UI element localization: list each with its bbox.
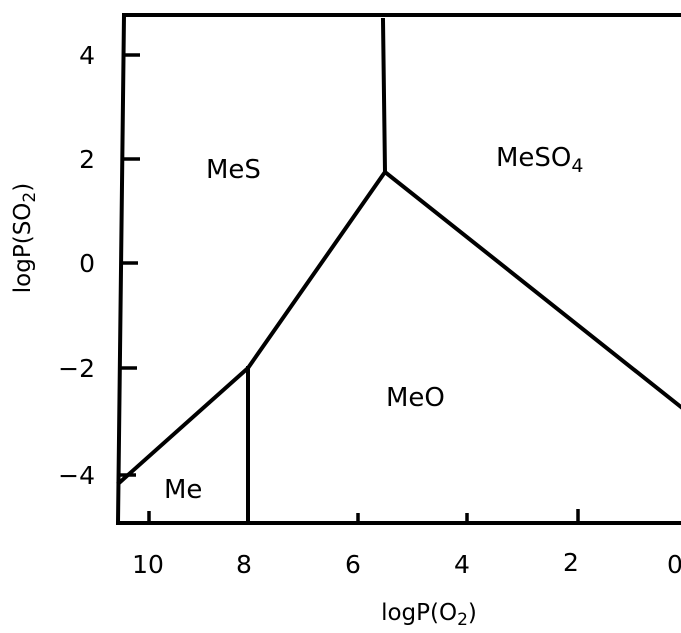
y-axis-title-sub: 2 <box>20 192 40 203</box>
region-label-meso4: MeSO4 <box>496 143 584 177</box>
x-tick-label-0: 0 <box>667 550 681 579</box>
y-tick-label-4: 4 <box>79 41 95 70</box>
x-axis-title-main: logP(O <box>381 600 457 626</box>
x-tick-label-6: 6 <box>345 550 361 579</box>
mes-meso4-boundary <box>380 17 388 175</box>
me-mes-meo-boundary <box>116 169 681 486</box>
region-label-meso4-sub: 4 <box>571 155 583 177</box>
y-tick-label-neg4: −4 <box>58 461 95 490</box>
x-axis-title-end: ) <box>468 600 477 626</box>
y-axis-title-main: logP(SO <box>10 203 36 294</box>
region-label-meso4-main: MeSO <box>496 143 571 173</box>
x-tick-label-10: 10 <box>132 550 164 579</box>
region-label-mes: MeS <box>206 155 261 185</box>
x-tick-label-8: 8 <box>236 550 252 579</box>
region-label-meo: MeO <box>386 383 445 413</box>
y-axis-title-end: ) <box>10 183 36 192</box>
x-axis-title-sub: 2 <box>457 610 468 630</box>
x-tick-label-4: 4 <box>454 550 470 579</box>
left-axis-line <box>115 12 127 526</box>
x-tick-label-2: 2 <box>563 548 579 577</box>
region-label-me: Me <box>164 475 202 505</box>
y-axis-title: logP(SO2) <box>10 183 40 293</box>
y-tick-label-2: 2 <box>79 145 95 174</box>
y-tick-label-neg2: −2 <box>58 354 95 383</box>
y-tick-label-0: 0 <box>79 249 95 278</box>
x-axis-title: logP(O2) <box>381 600 477 630</box>
